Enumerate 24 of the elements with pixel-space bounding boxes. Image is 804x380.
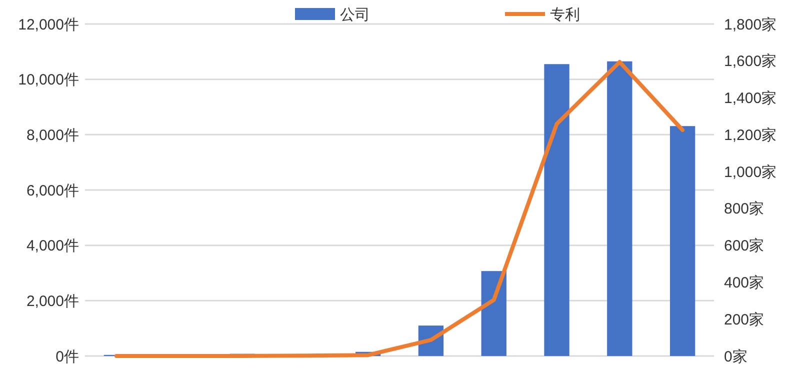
y2-tick-label: 0家 xyxy=(724,348,748,366)
legend-label: 专利 xyxy=(550,6,580,24)
y2-tick-label: 400家 xyxy=(724,274,764,292)
y-tick-label: 10,000件 xyxy=(18,72,79,89)
y-tick-label: 4,000件 xyxy=(26,238,79,255)
line-series xyxy=(114,60,685,358)
bar xyxy=(670,126,696,356)
bar xyxy=(544,64,570,356)
y-tick-label: 12,000件 xyxy=(18,16,79,34)
y2-tick-label: 600家 xyxy=(724,238,764,255)
y-tick-label: 6,000件 xyxy=(26,182,79,200)
y2-tick-label: 1,600家 xyxy=(724,53,777,70)
y2-tick-label: 1,200家 xyxy=(724,126,777,144)
y-tick-label: 0件 xyxy=(56,348,79,366)
y2-tick-label: 800家 xyxy=(724,200,764,218)
y-tick-label: 8,000件 xyxy=(26,126,79,144)
y-tick-label: 2,000件 xyxy=(26,292,79,310)
legend-label: 公司 xyxy=(340,6,370,24)
y2-tick-label: 200家 xyxy=(724,311,764,328)
y2-tick-label: 1,400家 xyxy=(724,90,777,108)
y2-tick-label: 1,000家 xyxy=(724,164,777,181)
bar xyxy=(481,271,506,356)
bar xyxy=(607,61,632,356)
y2-tick-label: 1,800家 xyxy=(724,16,777,34)
